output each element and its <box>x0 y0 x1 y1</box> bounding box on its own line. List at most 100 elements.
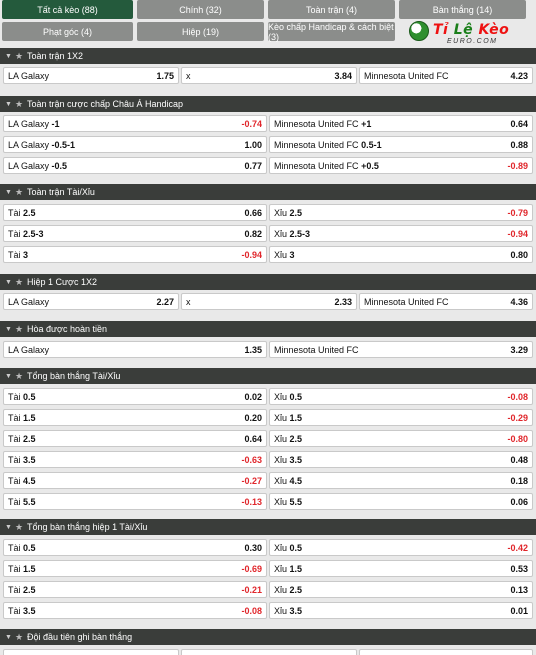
odds-left[interactable]: Tài 1.5 -0.69 <box>3 560 267 577</box>
odds-away[interactable]: Minnesota United FC 4.23 <box>359 67 533 84</box>
handicap-line: 1.5 <box>23 412 36 423</box>
odds-right[interactable]: Xỉu 5.5 0.06 <box>269 493 533 510</box>
odds-value: 3.29 <box>510 344 528 355</box>
odds-right[interactable]: Minnesota United FC 0.5-1 0.88 <box>269 136 533 153</box>
odds-value: 1.00 <box>244 139 262 150</box>
odds-cell-partial[interactable] <box>359 649 533 655</box>
selection-name: Xỉu <box>274 412 288 423</box>
tab-full-time[interactable]: Toàn trận (4) <box>268 0 395 19</box>
odds-left[interactable]: Tài 2.5 0.66 <box>3 204 267 221</box>
tab-goals[interactable]: Bàn thắng (14) <box>399 0 526 19</box>
odds-draw[interactable]: x 2.33 <box>181 293 357 310</box>
odds-left[interactable]: Tài 3 -0.94 <box>3 246 267 263</box>
odds-left[interactable]: LA Galaxy -0.5 0.77 <box>3 157 267 174</box>
odds-left[interactable]: Tài 0.5 0.02 <box>3 388 267 405</box>
favorite-star-icon[interactable]: ★ <box>15 521 24 532</box>
odds-left[interactable]: Tài 3.5 -0.63 <box>3 451 267 468</box>
odds-right[interactable]: Xỉu 3.5 0.01 <box>269 602 533 619</box>
collapse-caret-icon[interactable]: ▼ <box>5 278 12 286</box>
tab-label: Kèo chấp Handicap & cách biệt (3) <box>268 21 394 42</box>
odds-value: -0.79 <box>507 207 528 218</box>
section-header-first-to-score[interactable]: ▼ ★ Đội đầu tiên ghi bàn thắng <box>0 629 536 645</box>
odds-left[interactable]: Tài 1.5 0.20 <box>3 409 267 426</box>
handicap-line: 2.5 <box>289 433 303 444</box>
favorite-star-icon[interactable]: ★ <box>15 370 24 381</box>
tab-main[interactable]: Chính (32) <box>137 0 264 19</box>
odds-left[interactable]: Tài 2.5 -0.21 <box>3 581 267 598</box>
favorite-star-icon[interactable]: ★ <box>15 186 24 197</box>
selection-label: LA Galaxy -0.5 <box>8 161 244 171</box>
collapse-caret-icon[interactable]: ▼ <box>5 188 12 196</box>
odds-left[interactable]: LA Galaxy -0.5-1 1.00 <box>3 136 267 153</box>
favorite-star-icon[interactable]: ★ <box>15 50 24 61</box>
section-title: Hòa được hoàn tiền <box>27 324 107 334</box>
selection-label: Tài 3.5 <box>8 606 241 616</box>
section-header-h1-1x2[interactable]: ▼ ★ Hiệp 1 Cược 1X2 <box>0 274 536 290</box>
favorite-star-icon[interactable]: ★ <box>15 98 24 109</box>
odds-right[interactable]: Xỉu 0.5 -0.42 <box>269 539 533 556</box>
odds-value: 0.48 <box>510 454 528 465</box>
odds-cell-partial[interactable] <box>181 649 357 655</box>
tab-handicap[interactable]: Kèo chấp Handicap & cách biệt (3) <box>268 21 395 42</box>
odds-away[interactable]: Minnesota United FC 3.29 <box>269 341 533 358</box>
section-header-asian-handicap[interactable]: ▼ ★ Toàn trận cược chấp Châu Á Handicap <box>0 96 536 112</box>
odds-value: 0.64 <box>244 433 262 444</box>
favorite-star-icon[interactable]: ★ <box>15 276 24 287</box>
odds-right[interactable]: Xỉu 3 0.80 <box>269 246 533 263</box>
odds-left[interactable]: Tài 3.5 -0.08 <box>3 602 267 619</box>
selection-name: Xỉu <box>274 542 288 553</box>
section-title: Tổng bàn thắng Tài/Xỉu <box>27 371 121 381</box>
section-header-draw-no-bet[interactable]: ▼ ★ Hòa được hoàn tiền <box>0 321 536 337</box>
odds-right[interactable]: Minnesota United FC +1 0.64 <box>269 115 533 132</box>
odds-left[interactable]: Tài 5.5 -0.13 <box>3 493 267 510</box>
favorite-star-icon[interactable]: ★ <box>15 631 24 642</box>
odds-value: 0.01 <box>510 605 528 616</box>
selection-label: Xỉu 2.5 <box>274 208 507 218</box>
odds-right[interactable]: Xỉu 2.5-3 -0.94 <box>269 225 533 242</box>
odds-right[interactable]: Xỉu 2.5 0.13 <box>269 581 533 598</box>
site-logo[interactable]: Tỉ Lệ Kèo EURO.COM <box>403 19 533 45</box>
selection-name: Xỉu <box>274 475 288 486</box>
selection-name: LA Galaxy <box>8 118 50 129</box>
odds-right[interactable]: Xỉu 1.5 -0.29 <box>269 409 533 426</box>
odds-right[interactable]: Xỉu 3.5 0.48 <box>269 451 533 468</box>
collapse-caret-icon[interactable]: ▼ <box>5 372 12 380</box>
selection-label: Xỉu 0.5 <box>274 392 507 402</box>
odds-home[interactable]: LA Galaxy 1.75 <box>3 67 179 84</box>
collapse-caret-icon[interactable]: ▼ <box>5 100 12 108</box>
odds-home[interactable]: LA Galaxy 1.35 <box>3 341 267 358</box>
selection-label: Tài 2.5 <box>8 585 241 595</box>
odds-right[interactable]: Xỉu 2.5 -0.80 <box>269 430 533 447</box>
section-header-over-under[interactable]: ▼ ★ Toàn trận Tài/Xỉu <box>0 184 536 200</box>
odds-left[interactable]: Tài 0.5 0.30 <box>3 539 267 556</box>
odds-left[interactable]: Tài 4.5 -0.27 <box>3 472 267 489</box>
section-header-ft-1x2[interactable]: ▼ ★ Toàn trận 1X2 <box>0 48 536 64</box>
odds-right[interactable]: Xỉu 4.5 0.18 <box>269 472 533 489</box>
tab-halves[interactable]: Hiệp (19) <box>137 22 264 41</box>
section-header-h1-total-goals[interactable]: ▼ ★ Tổng bàn thắng hiệp 1 Tài/Xỉu <box>0 519 536 535</box>
section-header-total-goals[interactable]: ▼ ★ Tổng bàn thắng Tài/Xỉu <box>0 368 536 384</box>
selection-label: LA Galaxy -1 <box>8 119 241 129</box>
collapse-caret-icon[interactable]: ▼ <box>5 52 12 60</box>
tab-all-markets[interactable]: Tất cả kèo (88) <box>2 0 133 19</box>
odds-left[interactable]: Tài 2.5 0.64 <box>3 430 267 447</box>
collapse-caret-icon[interactable]: ▼ <box>5 325 12 333</box>
odds-right[interactable]: Xỉu 1.5 0.53 <box>269 560 533 577</box>
tab-corners[interactable]: Phạt góc (4) <box>2 22 133 41</box>
selection-label: Minnesota United FC +1 <box>274 119 510 129</box>
odds-left[interactable]: Tài 2.5-3 0.82 <box>3 225 267 242</box>
odds-home[interactable]: LA Galaxy 2.27 <box>3 293 179 310</box>
odds-away[interactable]: Minnesota United FC 4.36 <box>359 293 533 310</box>
collapse-caret-icon[interactable]: ▼ <box>5 633 12 641</box>
odds-right[interactable]: Minnesota United FC +0.5 -0.89 <box>269 157 533 174</box>
odds-draw[interactable]: x 3.84 <box>181 67 357 84</box>
odds-cell-partial[interactable] <box>3 649 179 655</box>
collapse-caret-icon[interactable]: ▼ <box>5 523 12 531</box>
odds-right[interactable]: Xỉu 2.5 -0.79 <box>269 204 533 221</box>
team-name: LA Galaxy <box>8 70 50 81</box>
favorite-star-icon[interactable]: ★ <box>15 323 24 334</box>
selection-name: Minnesota United FC <box>274 139 359 150</box>
selection-label: Minnesota United FC +0.5 <box>274 161 507 171</box>
odds-left[interactable]: LA Galaxy -1 -0.74 <box>3 115 267 132</box>
odds-right[interactable]: Xỉu 0.5 -0.08 <box>269 388 533 405</box>
